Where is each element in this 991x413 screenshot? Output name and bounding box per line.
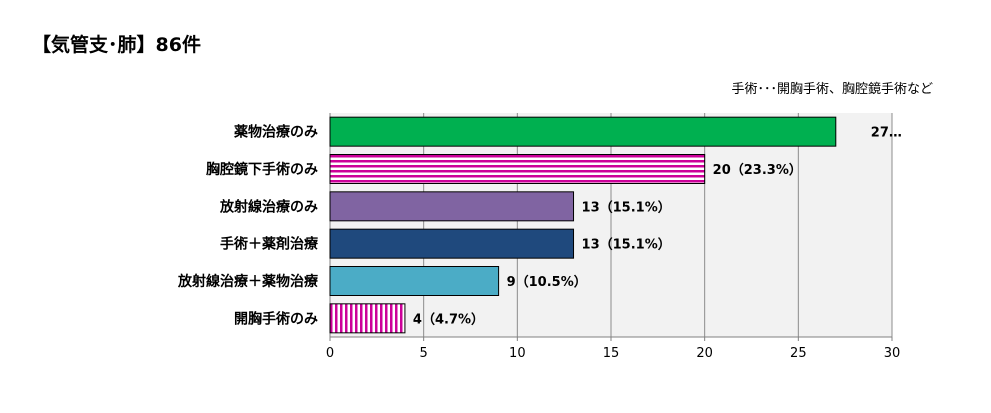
category-label: 胸腔鏡下手術のみ bbox=[206, 161, 318, 178]
category-label: 薬物治療のみ bbox=[234, 124, 318, 141]
x-tick-label: 5 bbox=[420, 346, 428, 361]
x-tick-label: 30 bbox=[884, 346, 901, 361]
category-label: 手術＋薬剤治療 bbox=[220, 236, 319, 253]
data-label: 20（23.3%） bbox=[713, 162, 802, 178]
category-label: 放射線治療のみ bbox=[219, 198, 318, 215]
x-tick-label: 25 bbox=[790, 346, 807, 361]
x-tick-label: 15 bbox=[603, 346, 620, 361]
bar bbox=[329, 154, 706, 184]
x-tick-label: 10 bbox=[509, 346, 526, 361]
data-label: 13（15.1%） bbox=[582, 237, 671, 253]
chart-title: 【気管支･肺】86件 bbox=[32, 34, 201, 56]
bar bbox=[329, 116, 837, 147]
x-tick-label: 20 bbox=[696, 346, 713, 361]
data-label: 9（10.5%） bbox=[507, 274, 587, 290]
x-tick-label: 0 bbox=[326, 346, 334, 361]
bar bbox=[329, 303, 406, 334]
data-label: 4（4.7%） bbox=[413, 311, 484, 327]
category-label: 放射線治療＋薬物治療 bbox=[177, 273, 319, 290]
bar bbox=[329, 228, 575, 259]
chart-annotation: 手術･･･開胸手術、胸腔鏡手術など bbox=[731, 82, 933, 97]
bar bbox=[329, 266, 500, 296]
bar bbox=[329, 191, 575, 222]
data-label: 27… bbox=[871, 126, 902, 141]
data-label: 13（15.1%） bbox=[582, 199, 671, 215]
category-label: 開胸手術のみ bbox=[234, 310, 318, 327]
